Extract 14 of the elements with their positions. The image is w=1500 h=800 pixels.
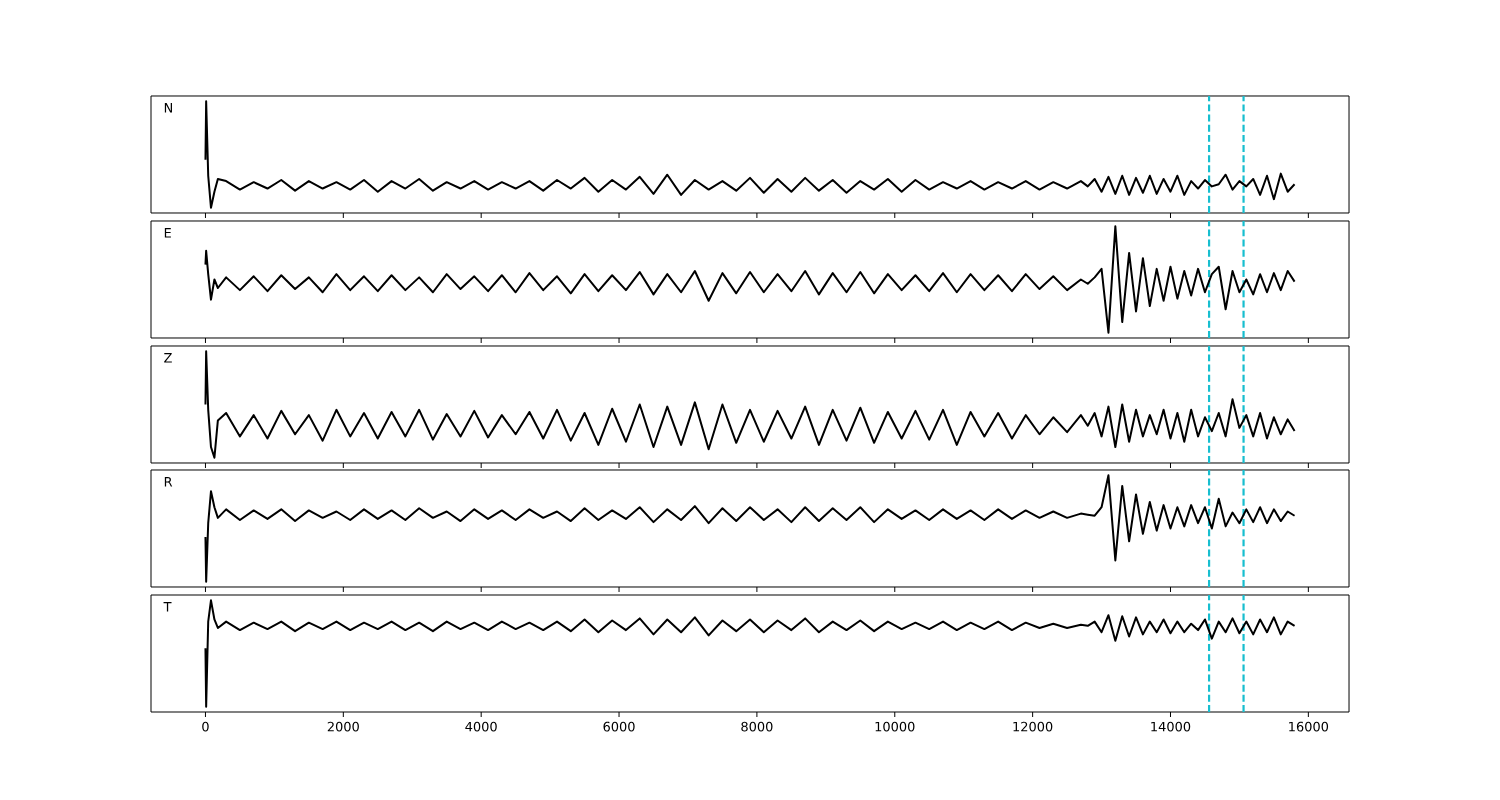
- x-tick-label: 8000: [741, 721, 773, 732]
- x-tick-label: 10000: [875, 721, 915, 732]
- chart-title: R: [164, 477, 173, 487]
- x-tick-label: 6000: [603, 721, 635, 732]
- chart-title: T: [163, 602, 172, 612]
- x-tick-label: 2000: [327, 721, 359, 732]
- chart-title: N: [164, 103, 172, 113]
- x-tick-label: 12000: [1013, 721, 1053, 732]
- x-tick-label: 16000: [1289, 721, 1329, 732]
- x-tick-label: 0: [202, 721, 209, 732]
- chart-title: Z: [164, 353, 172, 363]
- x-tick-label: 4000: [465, 721, 497, 732]
- x-tick-label: 14000: [1151, 721, 1191, 732]
- chart-title: E: [164, 228, 171, 238]
